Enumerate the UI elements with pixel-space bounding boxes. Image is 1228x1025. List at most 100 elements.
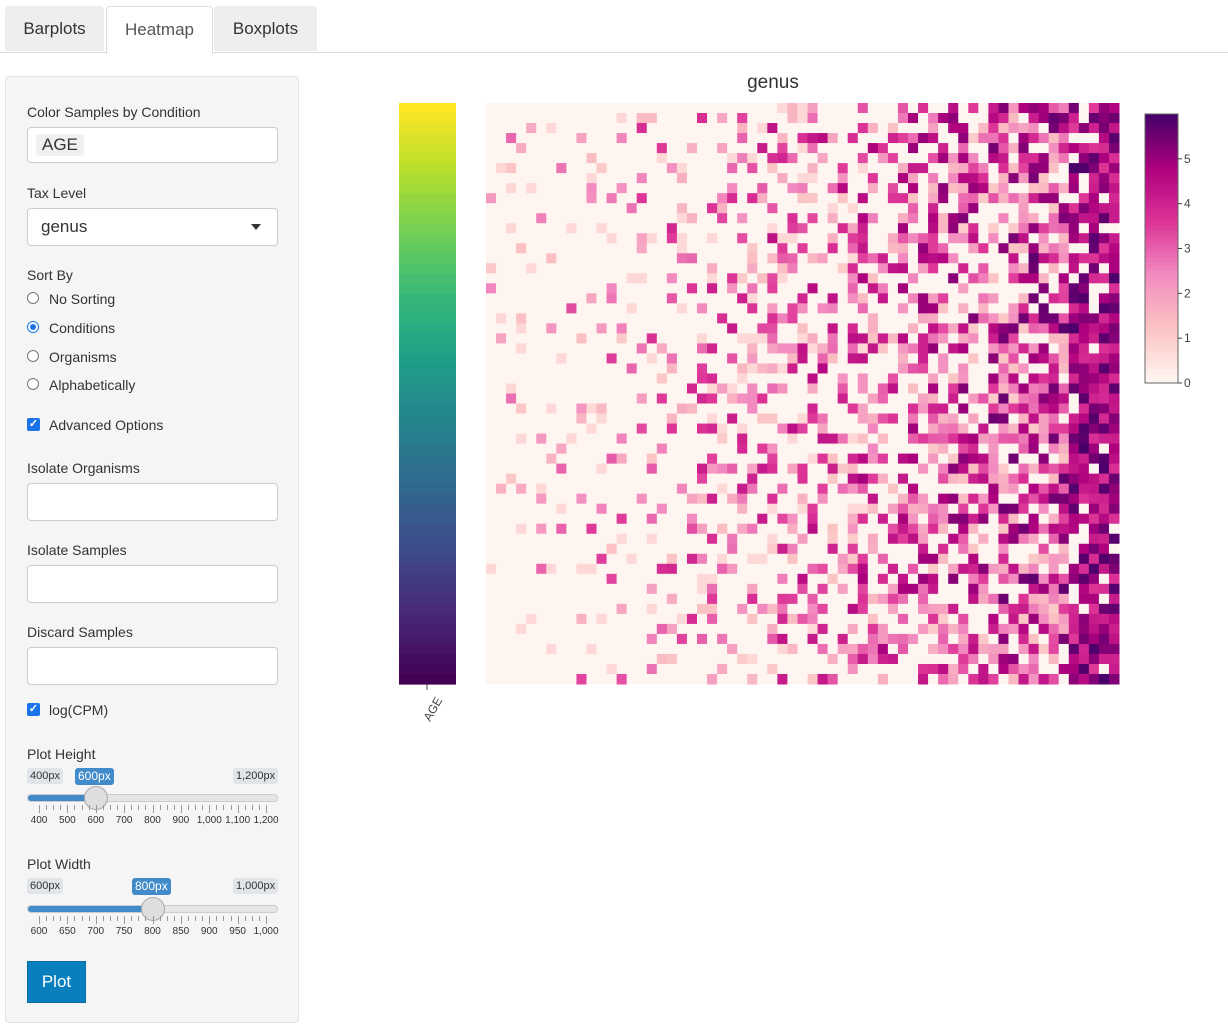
heatmap-cell (566, 163, 577, 174)
heatmap-cell (787, 623, 798, 635)
heatmap-cell (928, 153, 939, 164)
heatmap-cell (968, 273, 979, 284)
heatmap-cell (1098, 113, 1110, 124)
heatmap-cell (496, 273, 507, 284)
heatmap-cell (556, 483, 567, 495)
colorbar-segment (1145, 154, 1178, 160)
condition-cell (399, 233, 456, 244)
plot-button[interactable]: Plot (27, 961, 86, 1003)
heatmap-cell (1038, 413, 1050, 425)
plot-height-slider[interactable] (27, 794, 278, 802)
heatmap-cell (1038, 243, 1050, 254)
heatmap-cell (827, 623, 839, 635)
heatmap-cell (737, 273, 748, 284)
heatmap-cell (747, 173, 758, 184)
heatmap-cell (747, 463, 758, 475)
radio-icon[interactable] (27, 350, 39, 362)
heatmap-cell (1068, 523, 1080, 535)
heatmap-cell (1008, 273, 1020, 284)
heatmap-cell (988, 343, 999, 354)
tab-boxplots[interactable]: Boxplots (214, 6, 317, 51)
heatmap-cell (827, 533, 839, 545)
heatmap-cell (1108, 343, 1120, 354)
heatmap-cell (486, 643, 497, 655)
radio-selected-icon[interactable] (27, 321, 39, 333)
heatmap-cell (556, 673, 567, 685)
heatmap-cell (646, 413, 658, 425)
heatmap-cell (797, 553, 809, 565)
slider-tick (173, 916, 175, 921)
heatmap-cell (767, 463, 778, 475)
heatmap-cell (727, 513, 738, 525)
heatmap-cell (847, 333, 859, 344)
heatmap-cell (707, 413, 718, 425)
heatmap-cell (948, 263, 959, 274)
heatmap-cell (486, 663, 497, 675)
heatmap-cell (1088, 183, 1100, 194)
heatmap-cell (707, 323, 718, 334)
heatmap-cell (486, 133, 497, 144)
heatmap-cell (717, 613, 728, 625)
checkmark-icon[interactable]: ✓ (27, 418, 40, 431)
heatmap-cell (566, 273, 577, 284)
heatmap-cell (1018, 323, 1030, 334)
tax-level-select[interactable]: genus (27, 208, 278, 246)
color-by-chip[interactable]: AGE (36, 134, 84, 156)
slider-tick (195, 916, 197, 921)
heatmap-cell (737, 653, 748, 665)
heatmap-cell (727, 553, 738, 565)
radio-icon[interactable] (27, 292, 39, 304)
heatmap-cell (566, 133, 577, 144)
heatmap-cell (486, 493, 497, 505)
heatmap-cell (576, 473, 587, 485)
tab-barplots[interactable]: Barplots (5, 6, 104, 51)
heatmap-cell (817, 313, 829, 324)
heatmap-cell (1068, 183, 1080, 194)
heatmap-cell (717, 273, 728, 284)
heatmap-cell (656, 463, 668, 475)
slider-tick-label: 650 (59, 926, 76, 937)
heatmap-cell (496, 533, 507, 545)
radio-icon[interactable] (27, 378, 39, 390)
heatmap-cell (656, 583, 668, 595)
heatmap-cell (1038, 333, 1050, 344)
heatmap-cell (1028, 363, 1040, 374)
heatmap-cell (717, 483, 728, 495)
heatmap-cell (847, 323, 859, 334)
checkmark-icon[interactable]: ✓ (27, 703, 40, 716)
slider-tick (39, 916, 40, 924)
heatmap-cell (948, 133, 959, 144)
heatmap-cell (676, 183, 688, 194)
heatmap-cell (938, 113, 949, 124)
heatmap-cell (948, 383, 959, 394)
tab-heatmap[interactable]: Heatmap (106, 6, 213, 54)
heatmap-cell (948, 623, 959, 635)
heatmap-cell (1098, 493, 1110, 505)
heatmap-cell (616, 243, 628, 254)
heatmap-cell (586, 663, 598, 675)
heatmap-cell (556, 343, 567, 354)
heatmap-cell (616, 163, 628, 174)
heatmap-cell (1028, 613, 1040, 625)
heatmap-cell (918, 483, 929, 495)
discard-samples-input[interactable] (27, 647, 278, 685)
heatmap-cell (566, 343, 577, 354)
heatmap-cell (887, 363, 899, 374)
heatmap-cell (757, 493, 768, 505)
heatmap-cell (787, 563, 798, 575)
heatmap-cell (1068, 663, 1080, 675)
heatmap-cell (646, 463, 658, 475)
heatmap-cell (1018, 243, 1030, 254)
color-by-select[interactable]: AGE (27, 127, 278, 163)
heatmap-cell (1098, 203, 1110, 214)
isolate-organisms-input[interactable] (27, 483, 278, 521)
heatmap-cell (1108, 553, 1120, 565)
heatmap-cell (988, 523, 999, 535)
heatmap-cell (1098, 313, 1110, 324)
heatmap-cell (1068, 413, 1080, 425)
heatmap-cell (968, 663, 979, 675)
isolate-samples-input[interactable] (27, 565, 278, 603)
heatmap-cell (576, 233, 587, 244)
heatmap-cell (928, 323, 939, 334)
